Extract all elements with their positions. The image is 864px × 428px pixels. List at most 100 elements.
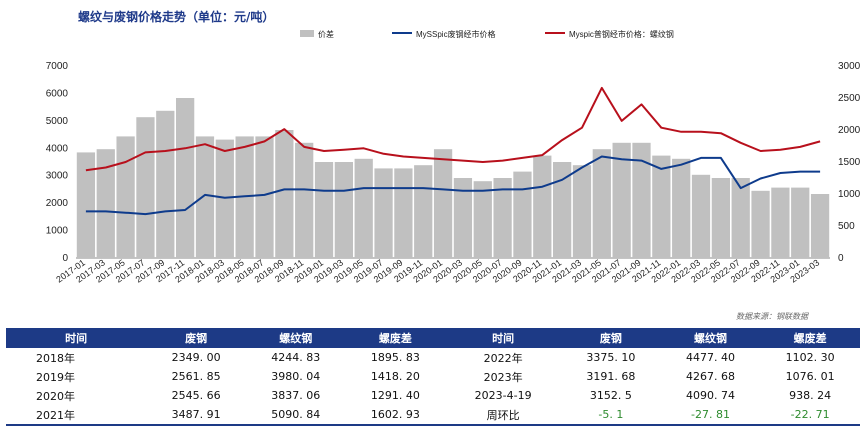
table-cell: 2019年	[36, 370, 75, 384]
table-header-cell: 螺废差	[760, 328, 860, 348]
table-cell: 5090. 84	[245, 405, 346, 426]
table-cell: 2349. 00	[171, 351, 221, 364]
table-cell: 1895. 83	[370, 351, 420, 364]
spread-bar	[215, 139, 234, 258]
spread-bar	[453, 178, 473, 258]
legend-swatch	[300, 30, 314, 37]
table-cell: 1291. 40	[370, 389, 420, 402]
spread-bar	[116, 136, 135, 258]
spread-bar	[513, 171, 532, 258]
spread-bar	[731, 178, 750, 258]
table-cell: 2020年	[36, 389, 75, 403]
spread-bar	[433, 149, 453, 258]
table-cell: 1076. 01	[785, 370, 835, 383]
y-left-tick-label: 0	[62, 253, 68, 264]
chart-title: 螺纹与废钢价格走势（单位：元/吨）	[78, 10, 275, 24]
spread-bar	[672, 158, 691, 258]
spread-bar	[255, 136, 274, 258]
y-left-tick-label: 3000	[46, 171, 69, 182]
table-row: 2018年 2349. 00 4244. 83 1895. 83 2022年 3375. …	[6, 348, 860, 367]
table-cell: 2018年	[36, 351, 75, 365]
y-left-tick-label: 6000	[46, 88, 69, 99]
spread-bar	[96, 149, 115, 258]
table-header-cell: 废钢	[561, 328, 661, 348]
spread-bars	[76, 98, 830, 258]
table-cell: 4090. 74	[685, 389, 735, 402]
y-right-tick-label: 3000	[838, 61, 861, 72]
spread-bar	[334, 162, 353, 258]
table-cell: 4244. 83	[271, 351, 321, 364]
y-left-tick-label: 1000	[46, 226, 69, 237]
spread-bar	[156, 110, 175, 258]
spread-bar	[691, 174, 711, 258]
legend-label: 价差	[318, 29, 334, 39]
table-row: 2020年 2545. 66 3837. 06 1291. 40 2023-4-19 31…	[6, 386, 860, 405]
table-header-cell: 螺纹钢	[660, 328, 761, 348]
spread-bar	[374, 168, 393, 258]
spread-bar	[771, 187, 790, 258]
spread-bar	[473, 181, 492, 258]
y-right-tick-label: 1000	[838, 189, 861, 200]
y-right-tick-label: 2000	[838, 125, 861, 136]
table-header-cell: 螺纹钢	[245, 328, 346, 348]
spread-bar	[632, 142, 651, 258]
spread-bar	[295, 142, 314, 258]
table-header-cell: 螺废差	[345, 328, 446, 348]
spread-bar	[533, 155, 552, 258]
table-cell: 3375. 10	[586, 351, 636, 364]
spread-bar	[791, 187, 810, 258]
spread-bar	[553, 162, 572, 258]
y-left-tick-label: 2000	[46, 198, 69, 209]
table-header-row: 时间 废钢 螺纹钢 螺废差 时间 废钢 螺纹钢 螺废差	[6, 328, 860, 348]
spread-bar	[493, 178, 512, 258]
price-lines	[85, 86, 821, 216]
y-axis-left: 0 1000 2000 3000 4000 5000 6000 7000	[46, 61, 69, 264]
legend-label: MySSpic废钢经市价格	[416, 29, 496, 39]
scrap-price-line	[85, 155, 821, 216]
table-cell: 4477. 40	[685, 351, 735, 364]
spread-bar	[414, 165, 433, 258]
table-cell: 3980. 04	[271, 370, 321, 383]
table-cell: -22. 71	[760, 405, 860, 426]
spread-bar	[195, 136, 215, 258]
table-cell: 2022年	[483, 351, 523, 365]
table-cell: 938. 24	[789, 389, 832, 402]
price-summary-table: 时间 废钢 螺纹钢 螺废差 时间 废钢 螺纹钢 螺废差 2018年 2349. 00 4244. …	[6, 328, 860, 426]
table-cell: 3487. 91	[146, 405, 246, 426]
table-row: 2021年 3487. 91 5090. 84 1602. 93 周环比 -5. 1 -27…	[6, 405, 860, 426]
y-left-tick-label: 7000	[46, 61, 69, 72]
y-right-tick-label: 500	[838, 221, 855, 232]
table-header-cell: 时间	[6, 328, 147, 348]
table-cell: 3152. 5	[589, 389, 632, 402]
spread-bar	[354, 158, 373, 258]
table-cell: 2021年	[6, 405, 147, 426]
spread-bar	[652, 155, 671, 258]
table-header-cell: 废钢	[146, 328, 246, 348]
table-cell: 2545. 66	[171, 389, 221, 402]
spread-bar	[275, 130, 294, 258]
spread-bar	[394, 168, 413, 258]
rebar-price-line	[85, 86, 821, 172]
y-right-tick-label: 2500	[838, 93, 861, 104]
price-chart: 价差 MySSpic废钢经市价格 Myspic普钢经市价格：螺纹钢 0 1000 200…	[46, 29, 861, 285]
table-cell: 2023-4-19	[474, 389, 532, 402]
table-cell: 1602. 93	[345, 405, 446, 426]
x-axis: 2017-012017-032017-052017-072017-092017-…	[54, 257, 821, 284]
table-cell: 2023年	[483, 370, 523, 384]
spread-bar	[176, 98, 195, 258]
table-cell: 2561. 85	[171, 370, 221, 383]
table-row: 2019年 2561. 85 3980. 04 1418. 20 2023年 3191. …	[6, 367, 860, 386]
table-cell: 周环比	[445, 405, 562, 426]
y-axis-right: 0 500 1000 1500 2000 2500 3000	[838, 61, 861, 264]
y-left-tick-label: 4000	[46, 143, 69, 154]
table-cell: -5. 1	[561, 405, 661, 426]
table-cell: 3191. 68	[586, 370, 636, 383]
table-cell: 1102. 30	[785, 351, 835, 364]
spread-bar	[572, 165, 592, 258]
y-right-tick-label: 1500	[838, 157, 861, 168]
table-header-cell: 时间	[445, 328, 562, 348]
data-source-note: 数据来源：钢联数据	[736, 312, 808, 321]
y-right-tick-label: 0	[838, 253, 844, 264]
spread-bar	[136, 117, 155, 258]
spread-bar	[314, 162, 334, 258]
